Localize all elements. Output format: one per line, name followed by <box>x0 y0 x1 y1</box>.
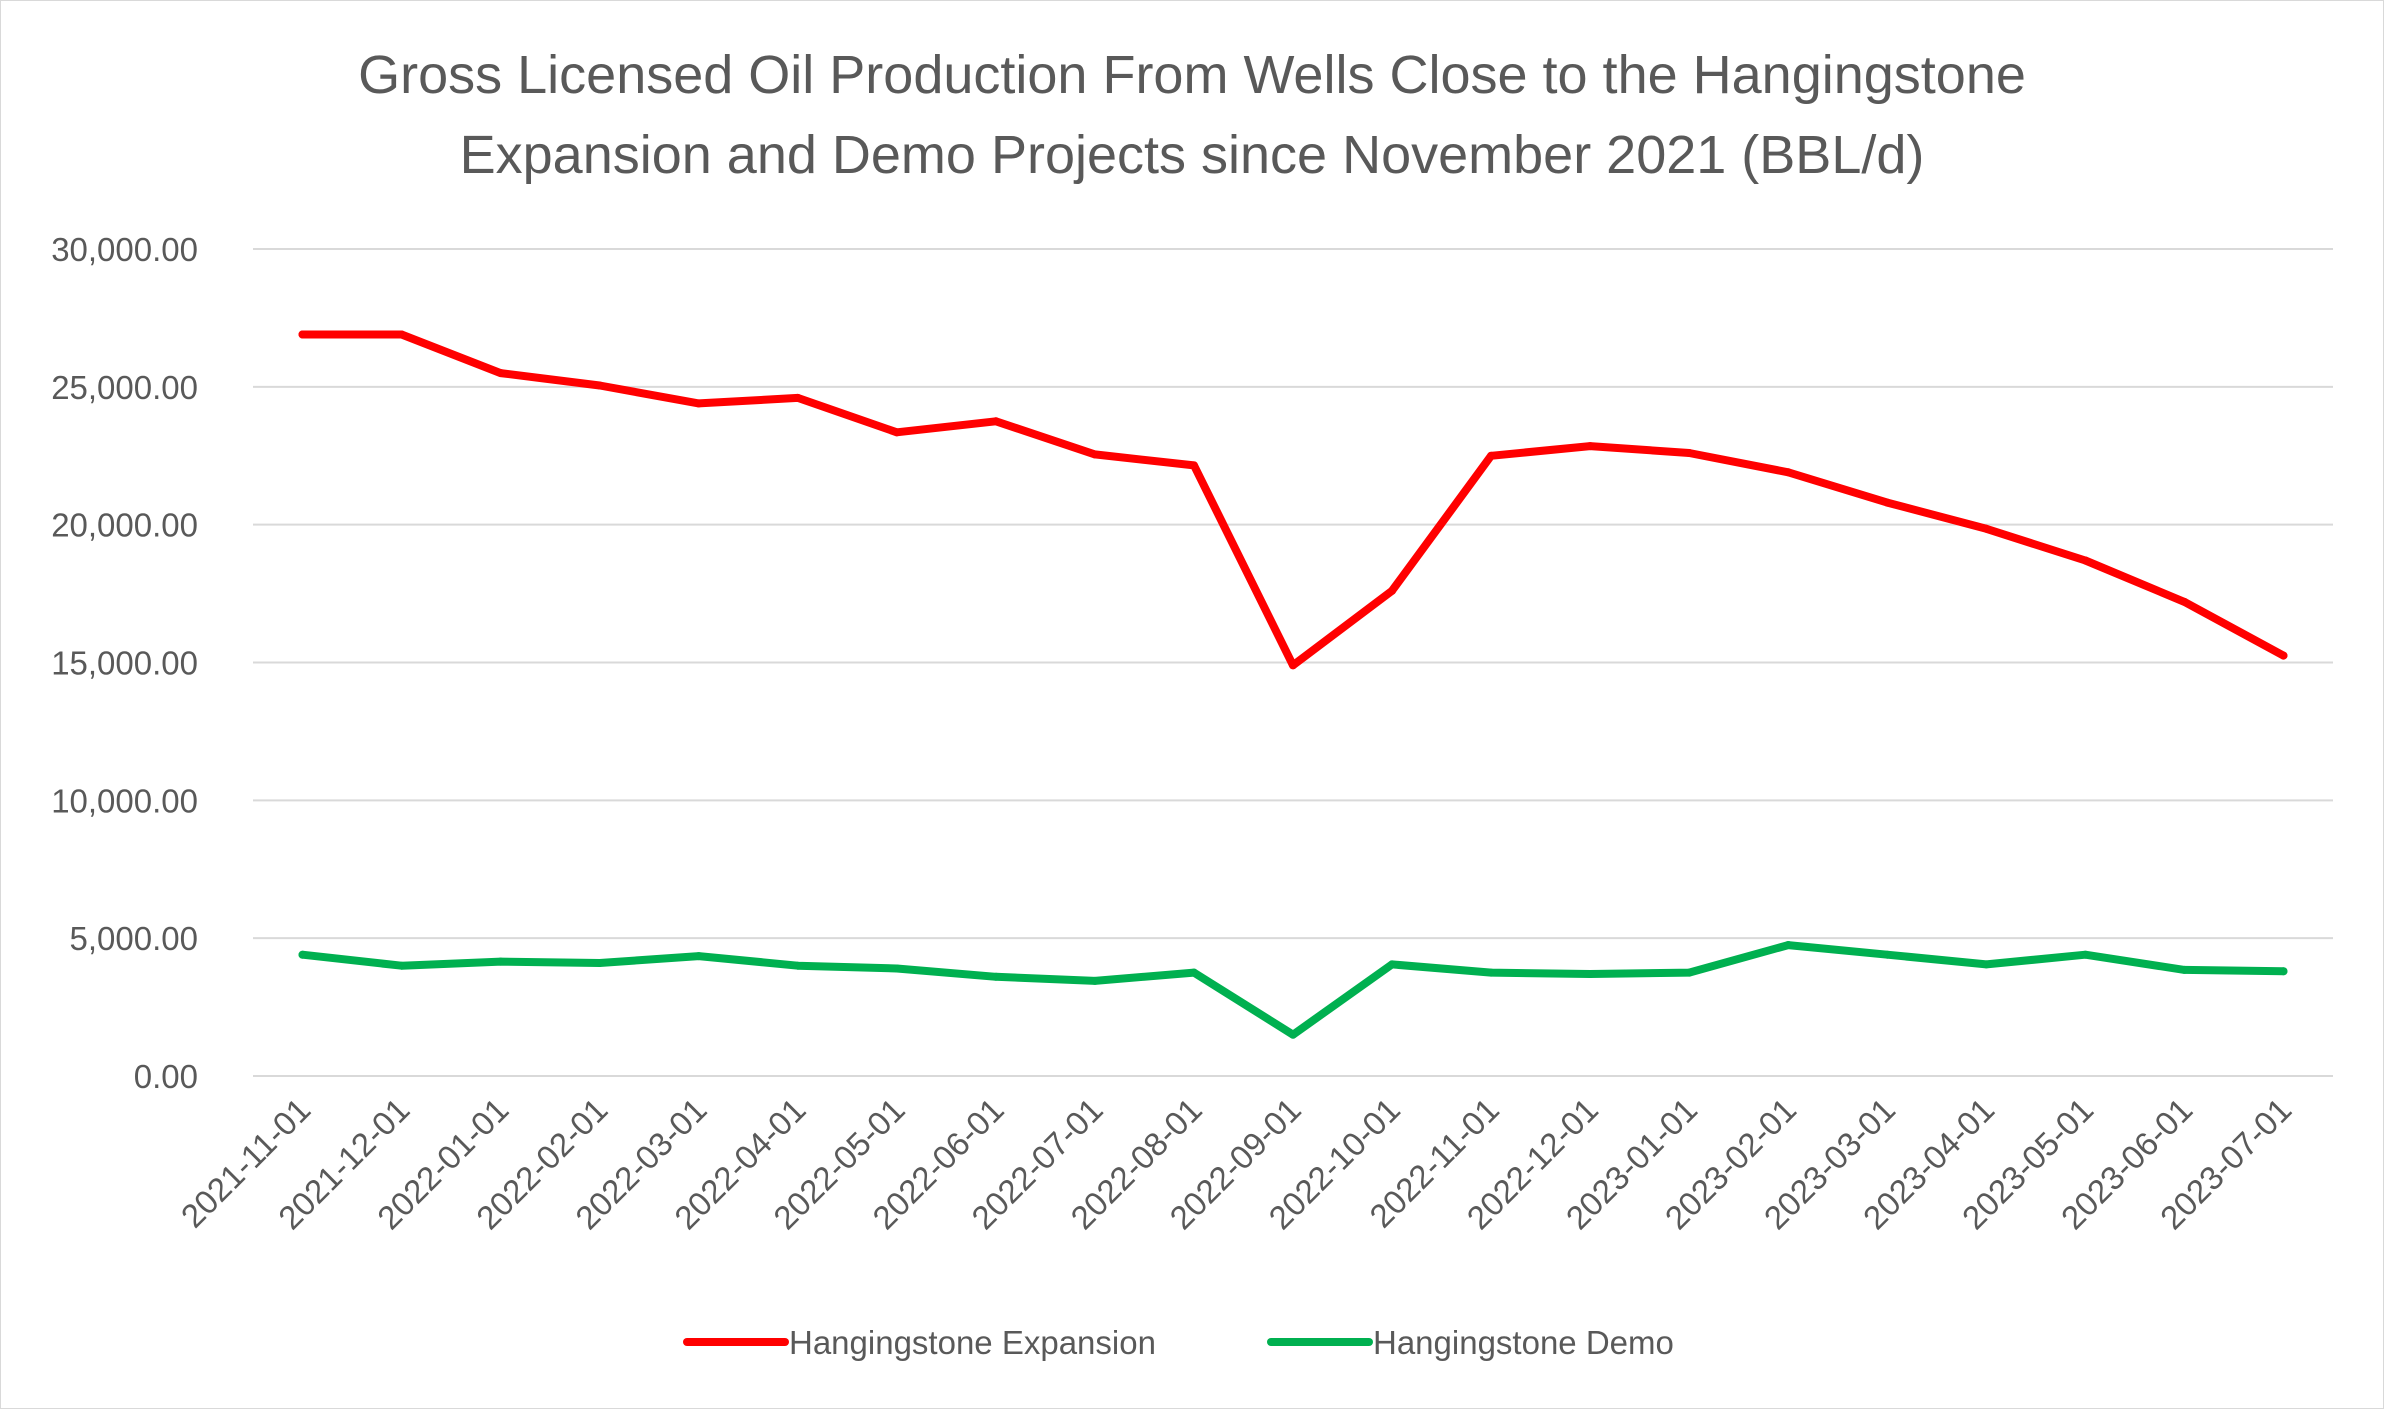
data-point <box>892 428 901 437</box>
data-point <box>2279 967 2288 976</box>
data-point <box>397 961 406 970</box>
data-point <box>1784 941 1793 950</box>
data-point <box>892 964 901 973</box>
data-point <box>1388 960 1397 969</box>
data-point <box>694 399 703 408</box>
data-point <box>496 369 505 378</box>
data-point <box>793 393 802 402</box>
data-point <box>1189 968 1198 977</box>
data-point <box>991 972 1000 981</box>
y-tick-label: 5,000.00 <box>70 920 198 957</box>
data-point <box>595 958 604 967</box>
chart-title-line-2: Expansion and Demo Projects since Novemb… <box>460 125 1925 185</box>
series-line-demo <box>298 941 2288 1039</box>
data-point <box>397 330 406 339</box>
data-point <box>1090 976 1099 985</box>
chart-title-line-1: Gross Licensed Oil Production From Wells… <box>358 45 2026 105</box>
data-point <box>1586 442 1595 451</box>
data-point <box>1982 960 1991 969</box>
data-point <box>1487 451 1496 460</box>
series-lines <box>298 330 2288 1039</box>
data-point <box>2279 651 2288 660</box>
data-point <box>298 330 307 339</box>
data-point <box>595 381 604 390</box>
y-tick-label: 30,000.00 <box>51 231 198 268</box>
data-point <box>1982 524 1991 533</box>
y-tick-label: 0.00 <box>134 1058 198 1095</box>
data-point <box>1289 1030 1297 1039</box>
data-point <box>793 961 802 970</box>
data-point <box>1189 461 1198 470</box>
data-point <box>1685 448 1694 457</box>
data-point <box>1883 950 1892 959</box>
data-point <box>2081 556 2090 565</box>
legend-label: Hangingstone Demo <box>1373 1324 1674 1361</box>
y-axis-tick-labels: 0.00 5,000.00 10,000.00 15,000.00 20,000.00 2… <box>51 231 198 1095</box>
data-point <box>991 417 1000 426</box>
data-point <box>1487 968 1496 977</box>
data-point <box>2081 950 2090 959</box>
data-point <box>1090 450 1099 459</box>
y-tick-label: 20,000.00 <box>51 507 198 544</box>
data-point <box>1883 498 1892 507</box>
data-point <box>1388 586 1397 595</box>
data-point <box>1289 661 1297 670</box>
chart-title: Gross Licensed Oil Production From Wells… <box>358 45 2026 185</box>
y-tick-label: 10,000.00 <box>51 782 198 819</box>
data-point <box>1586 970 1595 979</box>
data-point <box>496 957 505 966</box>
legend: Hangingstone Expansion Hangingstone Demo <box>683 1324 1674 1361</box>
y-tick-label: 15,000.00 <box>51 645 198 682</box>
data-point <box>1685 968 1694 977</box>
data-point <box>2180 597 2189 606</box>
x-axis-tick-labels: 2021-11-012021-12-012022-01-012022-02-01… <box>174 1091 2299 1237</box>
legend-label: Hangingstone Expansion <box>789 1324 1156 1361</box>
data-point <box>298 950 307 959</box>
data-point <box>1784 468 1793 477</box>
data-point <box>2180 965 2189 974</box>
data-point <box>694 952 703 961</box>
y-tick-label: 25,000.00 <box>51 369 198 406</box>
